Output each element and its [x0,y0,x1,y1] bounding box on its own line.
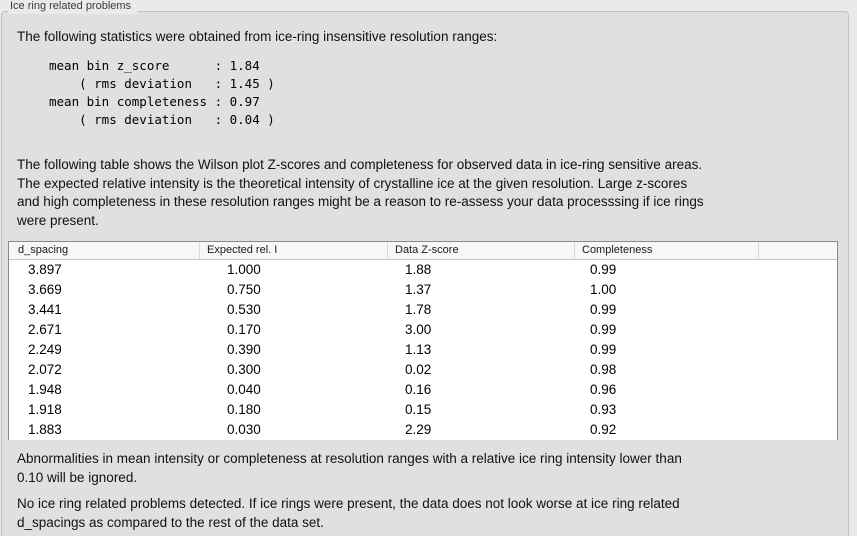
table-row[interactable]: 3.669 0.750 1.37 1.00 [9,280,837,300]
table-row[interactable]: 2.249 0.390 1.13 0.99 [9,340,837,360]
column-header-filler [759,242,837,259]
column-header-expected-rel-i[interactable]: Expected rel. I [200,242,388,259]
table-body: 3.897 1.000 1.88 0.99 3.669 0.750 1.37 1.00 3.44… [9,260,837,440]
table-cell: 0.390 [227,342,261,357]
table-cell: 3.669 [28,282,62,297]
table-cell: 3.441 [28,302,62,317]
table-cell: 1.000 [227,262,261,277]
table-cell: 0.15 [405,402,432,417]
table-cell: 0.99 [590,322,617,337]
table-row[interactable]: 3.441 0.530 1.78 0.99 [9,300,837,320]
stats-block: mean bin z_score : 1.84 ( rms deviation … [49,58,275,127]
table-cell: 0.99 [590,262,617,277]
table-header-row: d_spacing Expected rel. I Data Z-score C… [9,242,837,260]
table-cell: 0.96 [590,382,617,397]
column-header-completeness[interactable]: Completeness [575,242,759,259]
table-cell: 0.98 [590,362,617,377]
table-cell: 2.072 [28,362,62,377]
table-cell: 1.883 [28,422,62,437]
table-row[interactable]: 1.918 0.180 0.15 0.93 [9,400,837,420]
table-cell: 0.530 [227,302,261,317]
table-cell: 3.00 [405,322,432,337]
group-box: The following statistics were obtained f… [1,11,849,536]
table-cell: 1.00 [590,282,617,297]
table-row[interactable]: 1.948 0.040 0.16 0.96 [9,380,837,400]
table-cell: 3.897 [28,262,62,277]
table-row[interactable]: 2.072 0.300 0.02 0.98 [9,360,837,380]
conclusion-text: No ice ring related problems detected. I… [17,496,680,530]
table-cell: 0.170 [227,322,261,337]
table-cell: 1.918 [28,402,62,417]
table-cell: 0.180 [227,402,261,417]
table-cell: 0.93 [590,402,617,417]
column-header-d-spacing[interactable]: d_spacing [9,242,200,259]
table-note-text: The following table shows the Wilson plo… [17,157,704,228]
ignore-threshold-note: Abnormalities in mean intensity or compl… [17,451,682,485]
table-row[interactable]: 2.671 0.170 3.00 0.99 [9,320,837,340]
table-cell: 1.78 [405,302,432,317]
table-cell: 1.948 [28,382,62,397]
table-cell: 1.88 [405,262,432,277]
table-cell: 0.99 [590,302,617,317]
table-cell: 0.040 [227,382,261,397]
table-cell: 1.13 [405,342,432,357]
ice-ring-table: d_spacing Expected rel. I Data Z-score C… [8,241,838,440]
table-cell: 2.249 [28,342,62,357]
column-header-data-z-score[interactable]: Data Z-score [388,242,575,259]
table-cell: 0.16 [405,382,432,397]
table-cell: 0.750 [227,282,261,297]
table-cell: 0.030 [227,422,261,437]
table-cell: 0.02 [405,362,432,377]
table-row[interactable]: 1.883 0.030 2.29 0.92 [9,420,837,440]
table-cell: 0.92 [590,422,617,437]
table-cell: 0.99 [590,342,617,357]
table-cell: 2.671 [28,322,62,337]
group-box-label: Ice ring related problems [8,0,138,14]
table-cell: 0.300 [227,362,261,377]
table-row[interactable]: 3.897 1.000 1.88 0.99 [9,260,837,280]
intro-text: The following statistics were obtained f… [17,29,498,44]
table-cell: 2.29 [405,422,432,437]
table-cell: 1.37 [405,282,432,297]
